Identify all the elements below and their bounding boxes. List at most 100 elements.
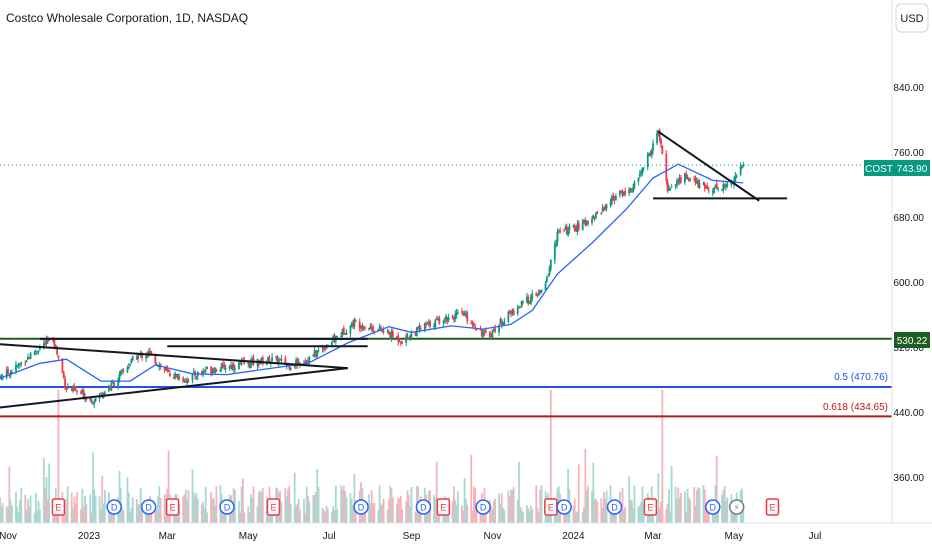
candle-body: [491, 329, 494, 338]
candle-body: [475, 329, 478, 331]
candle-body: [451, 315, 454, 318]
candle-body: [155, 364, 158, 366]
dividend-icon[interactable]: [475, 499, 491, 515]
trendline[interactable]: [0, 367, 348, 409]
volume-bar: [640, 502, 642, 523]
earnings-icon[interactable]: [436, 498, 451, 516]
volume-bar: [391, 497, 394, 523]
earnings-icon[interactable]: [765, 498, 780, 516]
dividend-icon-glyph: D: [420, 503, 427, 513]
candle-body: [564, 227, 567, 230]
volume-bar: [74, 503, 77, 523]
dividend-icon[interactable]: [556, 499, 572, 515]
candle-body: [288, 364, 291, 369]
candle-body: [345, 332, 348, 336]
candle-body: [583, 219, 585, 221]
dividend-icon[interactable]: [219, 499, 235, 515]
volume-bar: [184, 489, 187, 523]
candle-body: [176, 373, 179, 380]
candle-body: [565, 226, 568, 234]
earnings-icon-glyph: E: [55, 503, 61, 513]
candle-body: [184, 381, 187, 383]
volume-bar: [340, 485, 343, 523]
split-icon[interactable]: [728, 499, 745, 515]
volume-bar: [680, 492, 682, 523]
dividend-icon[interactable]: [140, 499, 157, 515]
candle-body: [642, 167, 645, 169]
dividend-icon[interactable]: [415, 499, 432, 515]
volume-bar: [697, 487, 700, 523]
candle-body: [445, 315, 447, 320]
earnings-icon[interactable]: [266, 498, 281, 516]
volume-bar: [305, 487, 308, 523]
volume-bar: [101, 475, 104, 523]
candle-body: [685, 173, 688, 180]
candle-body: [520, 300, 523, 308]
dividend-icon[interactable]: [705, 499, 721, 515]
volume-bar: [155, 510, 158, 523]
candle-body: [629, 188, 632, 192]
trendline[interactable]: [0, 343, 348, 370]
earnings-icon[interactable]: [165, 498, 180, 516]
candle-body: [44, 343, 47, 345]
volume-bar: [280, 501, 283, 523]
candle-body: [463, 314, 466, 316]
event-markers[interactable]: DEDDEDEDDEDEDDED⚡E: [0, 498, 780, 516]
candle-body: [480, 329, 483, 336]
time-axis[interactable]: Nov 2023 Mar May Jul Sep Nov 2024 Mar May Jul: [0, 531, 821, 542]
volume-bar: [158, 486, 161, 523]
earnings-icon[interactable]: [51, 498, 66, 516]
volume-bar: [446, 512, 449, 523]
volume-bar: [202, 501, 205, 523]
trendline[interactable]: [657, 130, 760, 202]
volume-bar: [122, 510, 125, 523]
volume-bar: [426, 508, 429, 523]
volume-bar: [605, 490, 608, 523]
candle-body: [454, 313, 457, 320]
dividend-icon[interactable]: [106, 499, 122, 515]
candle-body: [82, 389, 85, 399]
candle-body: [638, 174, 641, 177]
volume-bar: [395, 503, 398, 523]
candle-body: [330, 341, 333, 346]
candle-body: [74, 388, 77, 390]
candle-body: [498, 325, 500, 333]
volume-bar: [491, 509, 494, 523]
volume-bar: [307, 495, 309, 523]
dividend-icon-glyph: D: [710, 503, 717, 513]
candle-body: [191, 373, 194, 381]
candle-body: [693, 178, 696, 180]
candle-body: [178, 376, 181, 380]
volume-bar: [725, 501, 727, 523]
currency-label: USD: [900, 13, 923, 25]
candle-body: [230, 365, 232, 369]
candle-body: [612, 195, 615, 200]
volume-bar: [296, 503, 299, 523]
volume-bar: [522, 511, 524, 523]
dividend-icon[interactable]: [353, 499, 369, 515]
volume-bar: [196, 498, 199, 523]
candle-body: [333, 335, 336, 341]
volume-bar: [17, 512, 20, 523]
volume-bar: [587, 485, 589, 523]
volume-bar: [434, 497, 437, 523]
candle-body: [567, 231, 569, 236]
candle-body: [117, 379, 120, 388]
volume-bar: [332, 506, 335, 523]
candle-body: [313, 350, 316, 357]
dividend-icon[interactable]: [606, 499, 623, 515]
earnings-icon[interactable]: [643, 498, 658, 516]
candle-body: [705, 186, 708, 188]
volume-bar: [629, 499, 632, 523]
time-tick-label: Nov: [0, 531, 17, 542]
candle-body: [419, 327, 422, 330]
candle-body: [372, 326, 374, 331]
volume-bar: [313, 495, 316, 523]
price-axis[interactable]: 840.00 760.00 680.00 600.00 520.00 440.00 360.…: [893, 83, 924, 484]
currency-button[interactable]: USD: [895, 3, 929, 33]
volume-bar: [293, 472, 296, 523]
candle-body: [122, 369, 125, 371]
volume-bar: [540, 485, 543, 523]
candle-body: [470, 322, 473, 324]
